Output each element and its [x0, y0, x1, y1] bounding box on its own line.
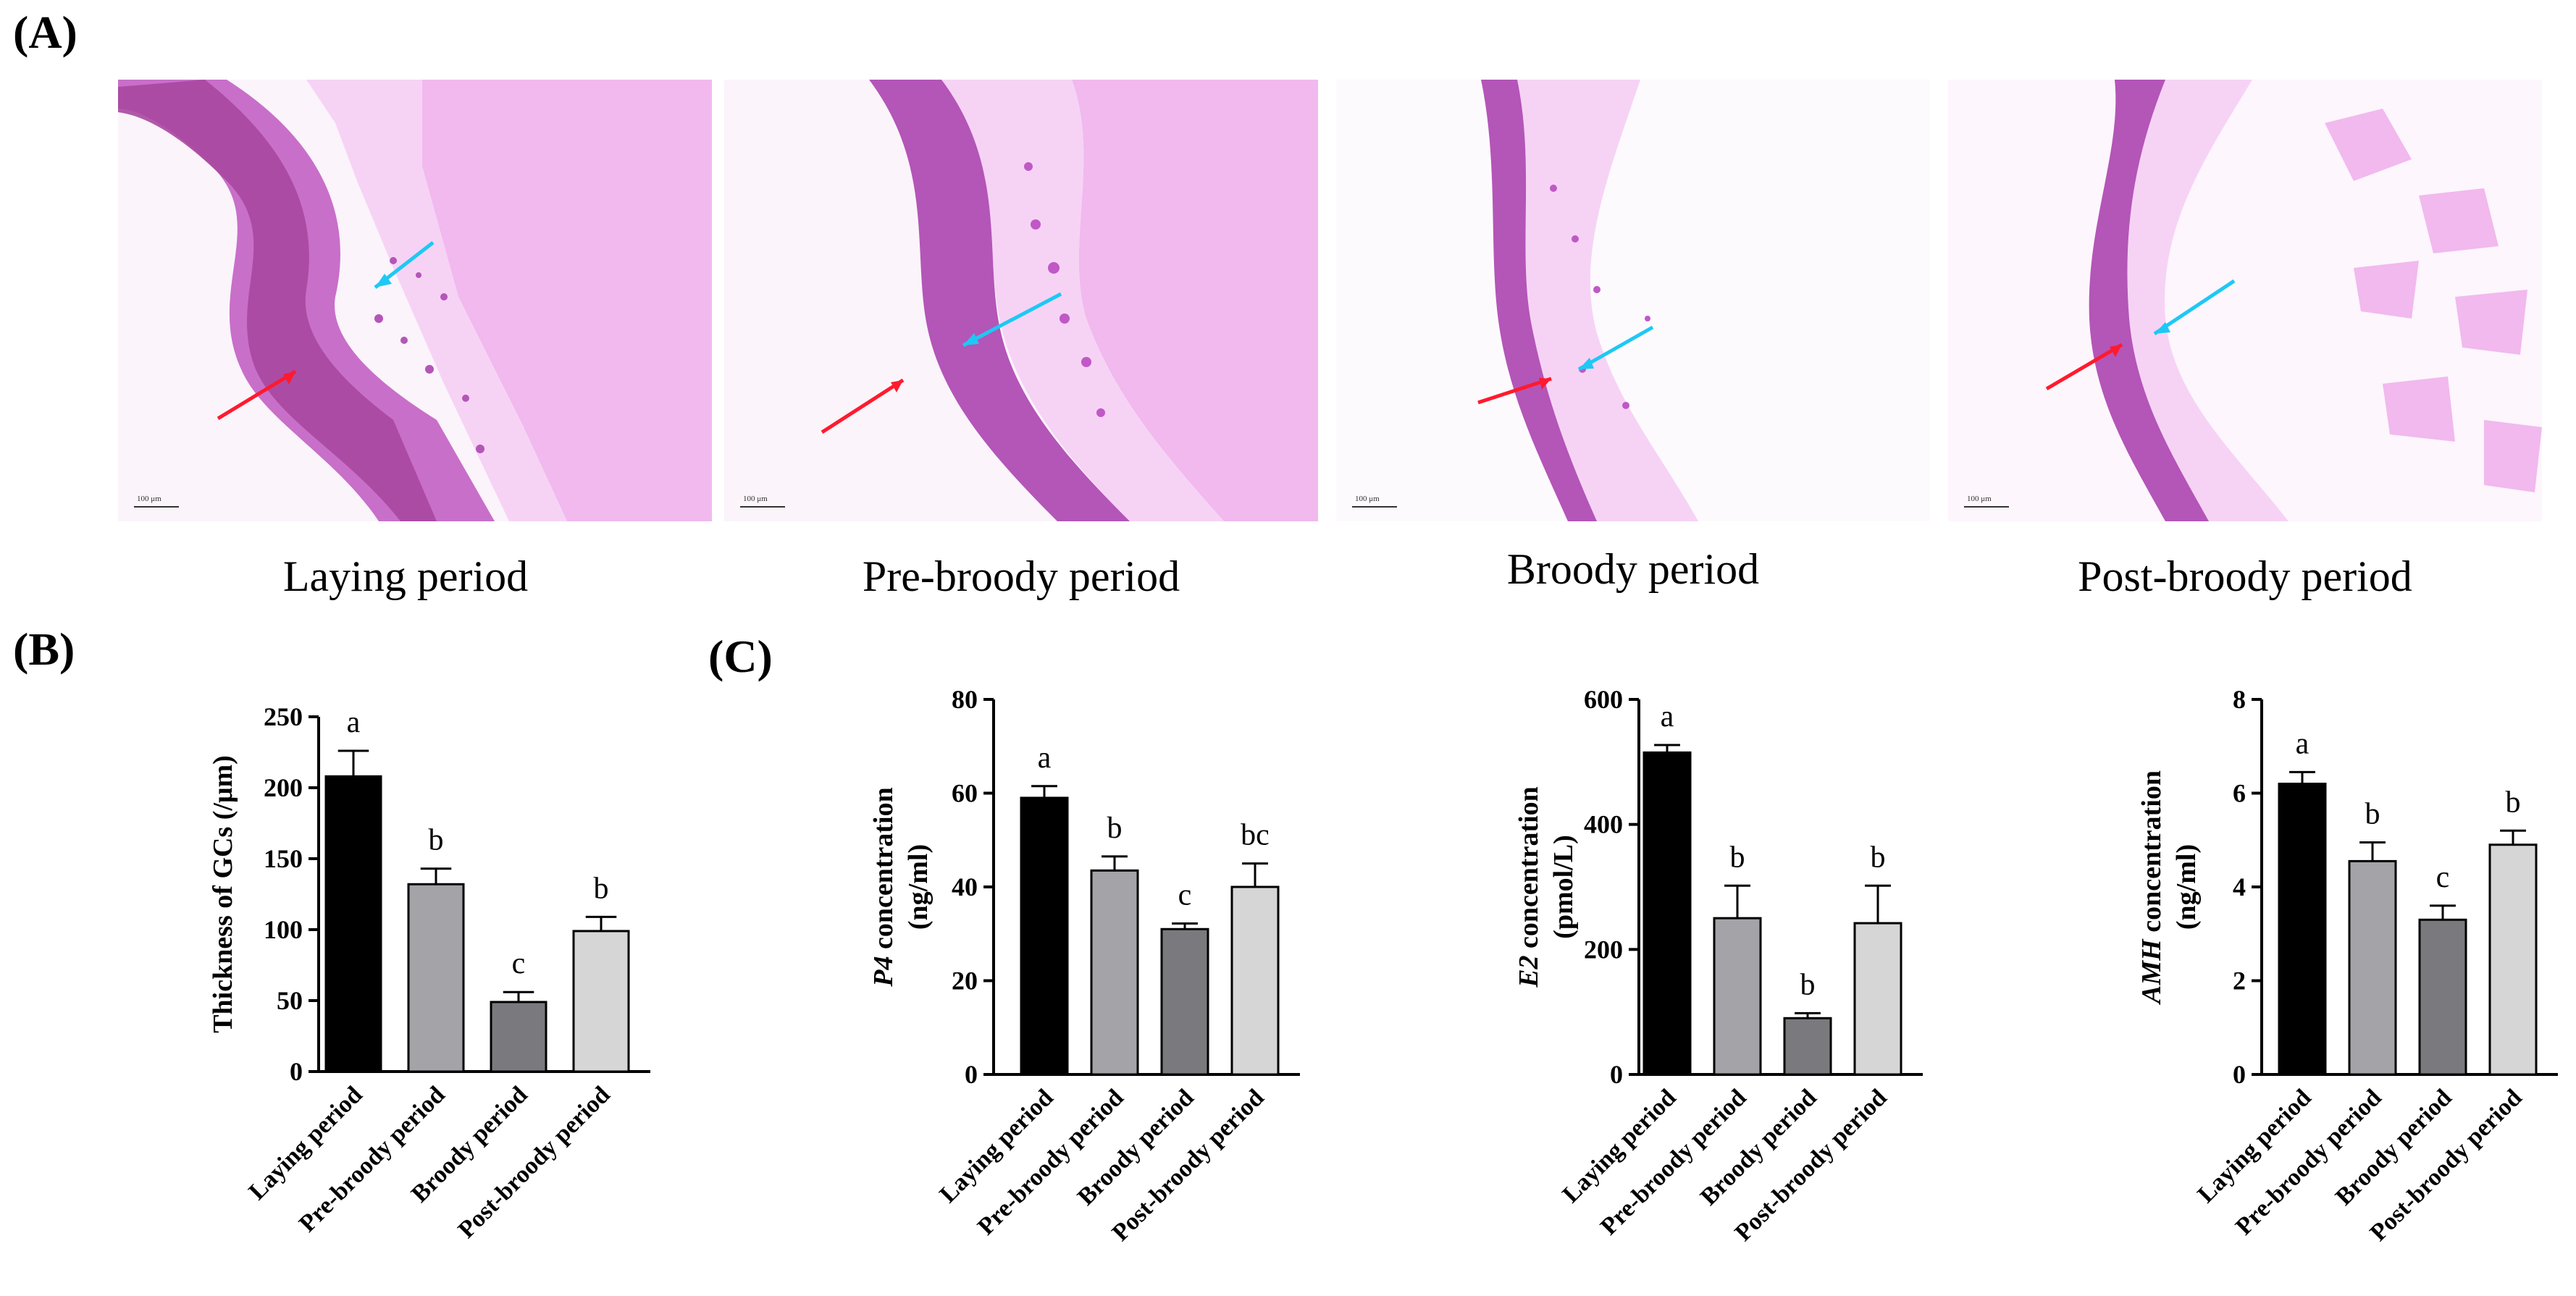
significance-letter: b: [2506, 786, 2521, 819]
y-tick-label: 0: [965, 1060, 978, 1089]
y-tick-label: 8: [2233, 685, 2246, 714]
micrograph-laying: 100 μm: [118, 80, 712, 521]
significance-letter: a: [1661, 700, 1674, 733]
y-tick-label: 200: [264, 773, 303, 802]
bar-broody: [1783, 1017, 1832, 1076]
bar-pre-broody: [2348, 859, 2397, 1076]
significance-letter: b: [2365, 797, 2380, 830]
bar-laying: [324, 775, 382, 1073]
significance-letter: b: [594, 872, 609, 905]
y-axis-label-rest: concentration: [868, 787, 899, 956]
y-tick-label: 0: [290, 1057, 303, 1086]
significance-letter: b: [1730, 841, 1745, 874]
y-tick-label: 200: [1584, 935, 1623, 964]
y-tick-label: 400: [1584, 810, 1623, 839]
significance-letter: b: [429, 824, 444, 857]
y-axis-label-italic: E2: [1514, 955, 1544, 988]
caption-post-broody: Post-broody period: [2078, 552, 2412, 600]
y-tick-label: 40: [952, 872, 978, 901]
y-axis-label-rest: concentration: [2136, 770, 2167, 939]
significance-letter: bc: [1241, 819, 1270, 852]
significance-letter: b: [1871, 841, 1886, 874]
bar-laying: [2278, 783, 2327, 1076]
significance-letter: c: [1178, 879, 1192, 912]
scalebar-label: 100 μm: [743, 495, 768, 503]
micrograph-pre-broody: 100 μm: [724, 80, 1318, 521]
y-tick-label: 250: [264, 702, 303, 731]
bar-pre-broody: [1713, 917, 1762, 1076]
y-tick-label: 100: [264, 915, 303, 944]
y-axis-label: AMH concentration: [2136, 770, 2167, 1005]
bar-post-broody: [2488, 843, 2538, 1076]
bar-pre-broody: [407, 883, 465, 1073]
y-axis-unit: (pmol/L): [1548, 835, 1579, 939]
y-axis-label: Thickness of GCs (/μm): [208, 755, 238, 1033]
y-axis-label-italic: AMH: [2136, 938, 2167, 1005]
y-axis-label-italic: P4: [868, 956, 899, 988]
caption-laying: Laying period: [282, 552, 529, 600]
scalebar-label: 100 μm: [137, 495, 161, 503]
bar-post-broody: [1230, 885, 1280, 1076]
y-tick-label: 60: [952, 779, 978, 808]
significance-letter: a: [2296, 727, 2309, 760]
y-axis-label-rest: concentration: [1514, 786, 1544, 955]
y-axis-unit: (ng/ml): [2171, 844, 2202, 930]
micrograph-post-broody: 100 μm: [1948, 80, 2542, 521]
bar-pre-broody: [1090, 869, 1139, 1076]
y-axis-label: P4 concentration: [868, 787, 899, 987]
scalebar-label: 100 μm: [1355, 495, 1380, 503]
significance-letter: b: [1800, 968, 1816, 1001]
panel-label-c: (C): [708, 631, 773, 682]
bar-post-broody: [1853, 922, 1902, 1076]
y-tick-label: 0: [2233, 1060, 2246, 1089]
bar-broody: [490, 1001, 547, 1073]
y-axis-label: E2 concentration: [1514, 786, 1544, 988]
bar-broody: [2418, 918, 2467, 1076]
bar-laying: [1020, 796, 1069, 1076]
y-tick-label: 80: [952, 685, 978, 714]
significance-letter: a: [1038, 741, 1052, 775]
significance-letter: c: [512, 947, 526, 980]
significance-letter: c: [2436, 861, 2450, 894]
panel-label-a: (A): [13, 7, 77, 58]
caption-broody: Broody period: [1506, 545, 1760, 593]
y-tick-label: 0: [1610, 1060, 1623, 1089]
y-tick-label: 2: [2233, 967, 2246, 996]
caption-pre-broody: Pre-broody period: [862, 552, 1180, 600]
scalebar-label: 100 μm: [1967, 495, 1992, 503]
y-tick-label: 4: [2233, 872, 2246, 901]
y-tick-label: 20: [952, 967, 978, 996]
panel-label-b: (B): [13, 623, 75, 675]
significance-letter: b: [1107, 812, 1123, 845]
y-tick-label: 6: [2233, 779, 2246, 808]
y-tick-label: 600: [1584, 685, 1623, 714]
y-axis-unit: (ng/ml): [903, 844, 934, 930]
y-tick-label: 150: [264, 844, 303, 873]
micrograph-broody: 100 μm: [1336, 80, 1930, 521]
bar-post-broody: [572, 930, 630, 1073]
significance-letter: a: [347, 706, 361, 739]
y-tick-label: 50: [277, 986, 303, 1015]
bar-broody: [1160, 927, 1209, 1076]
